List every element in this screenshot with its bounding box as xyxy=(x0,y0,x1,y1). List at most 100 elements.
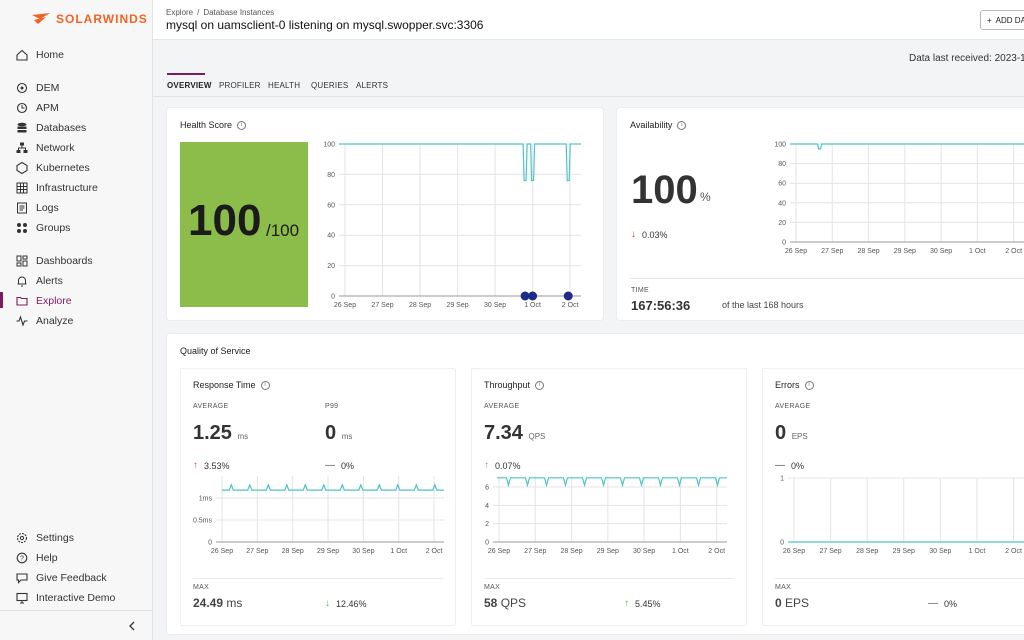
response-time-title: Response Time i xyxy=(193,380,270,390)
tab-profiler[interactable]: PROFILER xyxy=(219,81,261,90)
x-tick-label: 28 Sep xyxy=(560,548,582,555)
monitor-icon xyxy=(16,592,28,604)
breadcrumb-database-instances[interactable]: Database Instances xyxy=(203,8,275,17)
x-tick-label: 2 Oct xyxy=(1005,248,1022,255)
dash-icon: — xyxy=(775,460,785,471)
y-tick-label: 0 xyxy=(485,540,489,547)
sidebar-item-alerts[interactable]: Alerts xyxy=(16,273,63,289)
x-tick-label: 28 Sep xyxy=(282,548,304,555)
x-tick-label: 1 Oct xyxy=(969,548,986,555)
response-time-max-change: ↓ 12.46% xyxy=(325,598,367,609)
x-tick-label: 1 Oct xyxy=(524,302,541,309)
sidebar-item-network[interactable]: Network xyxy=(16,140,75,156)
errors-max-label: MAX xyxy=(775,584,792,591)
errors-title-text: Errors xyxy=(775,380,800,390)
x-tick-label: 27 Sep xyxy=(819,548,841,555)
throughput-chart: 26 Sep 27 Sep 28 Sep 29 Sep 30 Sep 1 Oct 2 Oct… xyxy=(485,476,727,555)
throughput-avg-number: 7.34 xyxy=(484,422,523,444)
solarwinds-logo[interactable]: SOLARWINDS xyxy=(32,12,148,26)
breadcrumb-explore[interactable]: Explore xyxy=(166,8,194,17)
y-tick-label: 0.5ms xyxy=(193,518,213,525)
errors-panel xyxy=(762,368,1024,626)
response-time-p99-change: — 0% xyxy=(325,460,354,471)
response-time-max-label: MAX xyxy=(193,584,210,591)
x-tick-label: 26 Sep xyxy=(785,248,807,255)
sidebar-item-label: Explore xyxy=(36,295,72,307)
sidebar-item-label: Give Feedback xyxy=(36,572,107,584)
tab-overview[interactable]: OVERVIEW xyxy=(167,81,212,90)
throughput-title-text: Throughput xyxy=(484,380,531,390)
chevron-left-icon xyxy=(129,621,135,631)
tab-queries[interactable]: QUERIES xyxy=(311,81,349,90)
quality-of-service-card xyxy=(167,334,1024,634)
errors-avg-value: 0 EPS xyxy=(775,422,808,445)
throughput-max-change-value: 5.45% xyxy=(635,598,661,609)
sidebar-item-dashboards[interactable]: Dashboards xyxy=(16,253,93,269)
analyze-icon xyxy=(16,315,28,327)
arrow-down-icon: ↓ xyxy=(325,598,330,609)
sidebar-item-apm[interactable]: APM xyxy=(16,100,59,116)
x-tick-label: 29 Sep xyxy=(317,548,339,555)
info-icon[interactable]: i xyxy=(535,380,545,390)
x-tick-label: 29 Sep xyxy=(894,248,916,255)
info-icon[interactable]: i xyxy=(677,120,687,130)
sidebar-item-groups[interactable]: Groups xyxy=(16,220,70,236)
info-icon[interactable]: i xyxy=(237,120,247,130)
errors-max-value: 0 EPS xyxy=(775,596,809,610)
response-time-max-change-value: 12.46% xyxy=(336,598,367,609)
sidebar-item-logs[interactable]: Logs xyxy=(16,200,59,216)
sidebar-item-home[interactable]: Home xyxy=(16,47,64,63)
series-line xyxy=(339,143,581,182)
x-tick-label: 30 Sep xyxy=(633,548,655,555)
y-tick-label: 1 xyxy=(780,476,784,483)
apm-icon xyxy=(16,102,28,114)
sidebar-item-label: Groups xyxy=(36,222,71,234)
x-tick-label: 26 Sep xyxy=(334,302,356,309)
throughput-max-change: ↑ 5.45% xyxy=(624,598,661,609)
brand-name: SOLARWINDS xyxy=(56,12,148,26)
y-tick-label: 6 xyxy=(485,485,489,492)
add-dashboard-button[interactable]: + ADD DA xyxy=(980,10,1024,30)
sidebar-item-help[interactable]: ? Help xyxy=(16,550,58,566)
sidebar-item-label: Network xyxy=(36,142,75,154)
throughput-avg-value: 7.34 QPS xyxy=(484,422,545,445)
y-tick-label: 0 xyxy=(780,540,784,547)
response-time-max-value: 24.49 ms xyxy=(193,596,242,610)
sidebar-item-interactive-demo[interactable]: Interactive Demo xyxy=(16,590,115,606)
y-tick-label: 80 xyxy=(778,161,786,168)
sidebar-item-label: Settings xyxy=(36,532,74,544)
sidebar-item-analyze[interactable]: Analyze xyxy=(16,313,73,329)
info-icon[interactable]: i xyxy=(804,380,814,390)
x-tick-label: 30 Sep xyxy=(930,248,952,255)
sidebar-item-explore[interactable]: Explore xyxy=(16,293,72,309)
sidebar-item-infrastructure[interactable]: Infrastructure xyxy=(16,180,98,196)
x-tick-label: 29 Sep xyxy=(597,548,619,555)
collapse-sidebar-button[interactable] xyxy=(128,620,136,634)
response-time-avg-change-value: 3.53% xyxy=(204,460,230,471)
errors-title: Errors i xyxy=(775,380,814,390)
x-tick-label: 30 Sep xyxy=(484,302,506,309)
response-time-p99-change-value: 0% xyxy=(341,460,355,471)
x-tick-label: 1 Oct xyxy=(969,248,986,255)
availability-change-value: 0.03% xyxy=(642,229,668,240)
response-time-avg-change: ↑ 3.53% xyxy=(193,460,230,471)
network-icon xyxy=(16,142,28,154)
sidebar-item-give-feedback[interactable]: Give Feedback xyxy=(16,570,107,586)
tab-alerts[interactable]: ALERTS xyxy=(356,81,389,90)
active-tab-underline xyxy=(167,73,205,75)
info-icon[interactable]: i xyxy=(260,380,270,390)
sidebar-item-settings[interactable]: Settings xyxy=(16,530,74,546)
arrow-up-icon: ↑ xyxy=(193,460,198,471)
sidebar-item-dem[interactable]: DEM xyxy=(16,80,59,96)
sidebar-item-kubernetes[interactable]: Kubernetes xyxy=(16,160,90,176)
response-time-p99-number: 0 xyxy=(325,422,337,444)
arrow-down-icon: ↓ xyxy=(631,229,636,240)
response-time-p99-unit: ms xyxy=(341,432,353,441)
sidebar-item-databases[interactable]: Databases xyxy=(16,120,86,136)
plus-icon: + xyxy=(987,15,992,25)
y-tick-label: 0 xyxy=(782,240,786,247)
throughput-avg-unit: QPS xyxy=(528,432,546,441)
availability-unit: % xyxy=(700,190,711,204)
tab-health[interactable]: HEALTH xyxy=(268,81,301,90)
y-tick-label: 0 xyxy=(208,540,212,547)
